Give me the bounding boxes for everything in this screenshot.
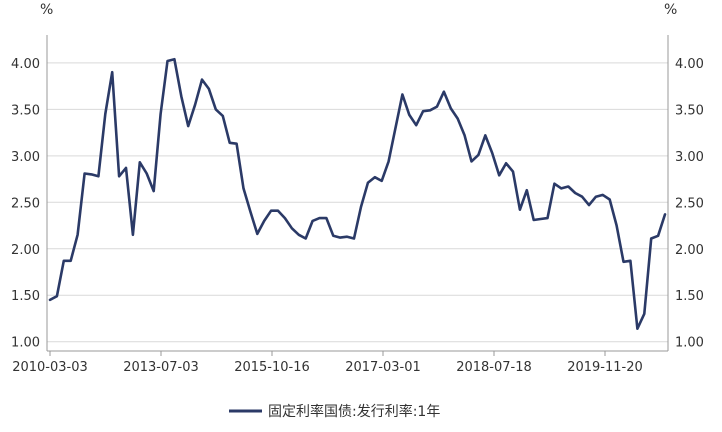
x-tick-label: 2013-07-03 — [123, 360, 199, 375]
y-tick-label-right: 3.50 — [675, 103, 704, 118]
y-tick-label-right: 1.50 — [675, 289, 704, 304]
y-tick-label-right: 1.00 — [675, 336, 704, 351]
series-line — [48, 57, 667, 331]
x-tick-label: 2017-03-01 — [345, 360, 421, 375]
x-tick-label: 2010-03-03 — [12, 360, 88, 375]
y-tick-label-right: 3.00 — [675, 150, 704, 165]
x-tick-label: 2015-10-16 — [234, 360, 310, 375]
gridlines — [47, 62, 668, 343]
legend: 固定利率国债:发行利率:1年 — [229, 403, 440, 420]
axes: % % 1.00 1.00 1.50 1.50 2.00 2.00 2.50 2.50 3.00… — [11, 2, 704, 375]
x-tick-label: 2019-11-20 — [567, 360, 643, 375]
y-tick-label-left: 3.50 — [11, 103, 40, 118]
x-tick-label: 2018-07-18 — [456, 360, 532, 375]
y-tick-label-right: 2.00 — [675, 243, 704, 258]
y-tick-label-left: 1.50 — [11, 289, 40, 304]
y-tick-label-left: 3.00 — [11, 150, 40, 165]
y-tick-label-right: 4.00 — [675, 57, 704, 72]
y-tick-label-left: 1.00 — [11, 336, 40, 351]
y-tick-label-right: 2.50 — [675, 196, 704, 211]
series-lines — [48, 57, 667, 331]
y-axis-unit-right: % — [664, 2, 677, 18]
y-axis-unit-left: % — [40, 2, 53, 18]
legend-label: 固定利率国债:发行利率:1年 — [268, 403, 440, 420]
y-tick-label-left: 2.00 — [11, 243, 40, 258]
y-tick-label-left: 4.00 — [11, 57, 40, 72]
y-tick-label-left: 2.50 — [11, 196, 40, 211]
